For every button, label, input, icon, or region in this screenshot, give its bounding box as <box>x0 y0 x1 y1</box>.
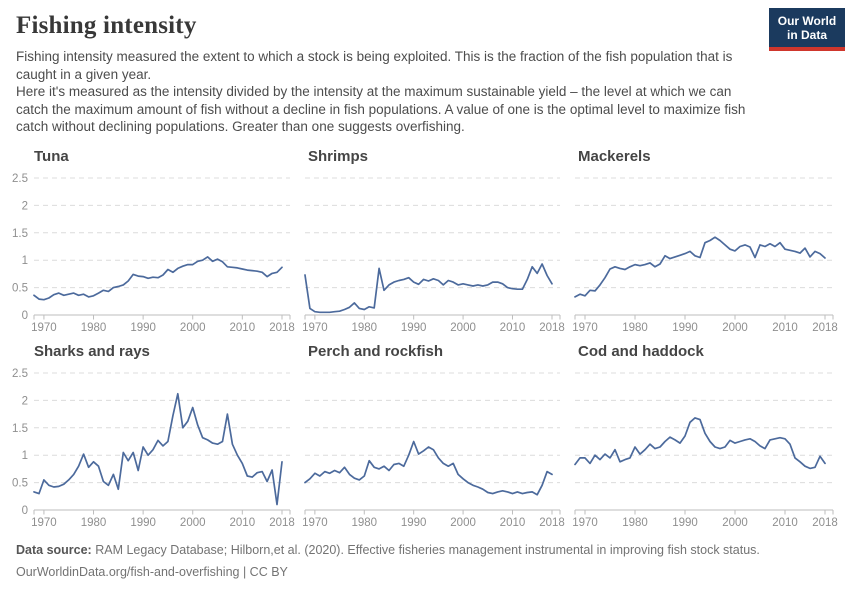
y-tick-label: 2 <box>22 200 28 212</box>
x-tick-label: 2018 <box>269 322 295 334</box>
chart-svg: 1970 1980 1990 2000 2010 2018 <box>302 372 565 529</box>
chart-svg: 1970 1980 1990 2000 2010 2018 0 0.5 1 1.5 2 2.5 <box>12 368 295 529</box>
x-tick-label: 2018 <box>269 517 295 529</box>
x-tick-label: 2018 <box>812 517 838 529</box>
chart-title: Perch and rockfish <box>308 342 444 360</box>
y-tick-label: 0.5 <box>12 478 28 490</box>
owid-logo[interactable]: Our World in Data <box>769 8 845 51</box>
x-tick-label: 1990 <box>672 517 698 529</box>
x-tick-label: 1990 <box>401 322 427 334</box>
chart-svg: 1970 1980 1990 2000 2010 2018 0 0.5 1 1.5 2 2.5 <box>12 173 295 334</box>
x-tick-label: 1970 <box>31 517 57 529</box>
chart-title: Sharks and rays <box>34 342 150 360</box>
y-tick-label: 0.5 <box>12 283 28 295</box>
chart-canvas-shrimps: 1970 1980 1990 2000 2010 2018 <box>302 171 565 334</box>
data-line <box>33 256 283 301</box>
x-tick-label: 2000 <box>180 322 206 334</box>
x-tick-label: 2010 <box>772 517 798 529</box>
x-tick-label: 1990 <box>672 322 698 334</box>
chart-title: Tuna <box>34 147 69 165</box>
page-title: Fishing intensity <box>16 12 197 39</box>
chart-mackerels: Mackerels 1970 1980 1990 2000 2010 2018 <box>572 147 838 334</box>
x-tick-label: 2000 <box>450 517 476 529</box>
header: Fishing intensity Fishing intensity meas… <box>0 0 850 136</box>
data-line <box>33 392 283 506</box>
chart-canvas-mackerels: 1970 1980 1990 2000 2010 2018 <box>572 171 838 334</box>
x-tick-label: 1990 <box>130 322 156 334</box>
chart-perch-and-rockfish: Perch and rockfish 1970 1980 1990 2000 2010 2… <box>302 342 565 529</box>
subtitle-line-1: Fishing intensity measured the extent to… <box>16 49 733 82</box>
x-tick-label: 1980 <box>81 322 107 334</box>
x-tick-label: 1970 <box>572 517 598 529</box>
x-tick-label: 2010 <box>772 322 798 334</box>
chart-svg: 1970 1980 1990 2000 2010 2018 <box>302 177 565 334</box>
url-license-line: OurWorldinData.org/fish-and-overfishing … <box>16 564 288 579</box>
y-tick-label: 1.5 <box>12 228 28 240</box>
x-tick-label: 1980 <box>622 517 648 529</box>
data-line <box>574 236 826 298</box>
y-tick-label: 1.5 <box>12 423 28 435</box>
x-tick-label: 1990 <box>401 517 427 529</box>
chart-canvas-cod-and-haddock: 1970 1980 1990 2000 2010 2018 <box>572 366 838 529</box>
chart-canvas-tuna: 1970 1980 1990 2000 2010 2018 0 0.5 1 1.5 2 2.5 <box>12 171 295 334</box>
x-tick-label: 2018 <box>539 517 565 529</box>
x-tick-label: 1980 <box>351 517 377 529</box>
data-line <box>304 440 553 496</box>
x-tick-label: 1980 <box>81 517 107 529</box>
x-tick-label: 2010 <box>500 517 526 529</box>
owid-logo-red-stripe <box>769 47 845 51</box>
chart-svg: 1970 1980 1990 2000 2010 2018 <box>572 372 838 529</box>
y-tick-label: 1 <box>22 255 28 267</box>
chart-canvas-sharks-and-rays: 1970 1980 1990 2000 2010 2018 0 0.5 1 1.5 2 2.5 <box>12 366 295 529</box>
y-tick-label: 2.5 <box>12 173 28 185</box>
x-tick-label: 1970 <box>302 322 328 334</box>
x-tick-label: 2000 <box>722 517 748 529</box>
x-tick-label: 1970 <box>302 517 328 529</box>
x-tick-label: 2010 <box>230 517 256 529</box>
data-source-label: Data source: <box>16 542 92 557</box>
data-source-line: Data source: RAM Legacy Database; Hilbor… <box>16 542 834 559</box>
owid-logo-box: Our World in Data <box>769 8 845 47</box>
chart-sharks-and-rays: Sharks and rays 1970 1980 1990 2000 2010 2018… <box>12 342 295 529</box>
y-tick-label: 0 <box>22 505 28 517</box>
data-line <box>304 263 553 314</box>
chart-tuna: Tuna 1970 1980 1990 2000 2010 2018 0 0.5 1 1.5 2 2.… <box>12 147 295 334</box>
chart-cod-and-haddock: Cod and haddock 1970 1980 1990 2000 2010 2018 <box>572 342 838 529</box>
subtitle-line-2: Here it's measured as the intensity divi… <box>16 84 746 135</box>
chart-canvas-perch-and-rockfish: 1970 1980 1990 2000 2010 2018 <box>302 366 565 529</box>
data-source-text: RAM Legacy Database; Hilborn,et al. (202… <box>91 542 760 557</box>
chart-title: Shrimps <box>308 147 369 165</box>
x-tick-label: 2010 <box>230 322 256 334</box>
y-tick-label: 1 <box>22 450 28 462</box>
owid-logo-line-1: Our World <box>777 13 837 28</box>
footer: Data source: RAM Legacy Database; Hilbor… <box>16 542 834 581</box>
chart-shrimps: Shrimps 1970 1980 1990 2000 2010 2018 <box>302 147 565 334</box>
x-tick-label: 1970 <box>572 322 598 334</box>
x-tick-label: 2010 <box>500 322 526 334</box>
x-tick-label: 2018 <box>812 322 838 334</box>
x-tick-label: 2000 <box>722 322 748 334</box>
small-multiples-grid: Tuna 1970 1980 1990 2000 2010 2018 0 0.5 1 1.5 2 2.… <box>12 147 850 529</box>
y-tick-label: 0 <box>22 310 28 322</box>
owid-logo-line-2: in Data <box>786 27 827 42</box>
x-tick-label: 1980 <box>622 322 648 334</box>
x-tick-label: 1990 <box>130 517 156 529</box>
x-tick-label: 1970 <box>31 322 57 334</box>
x-tick-label: 2018 <box>539 322 565 334</box>
x-tick-label: 1980 <box>351 322 377 334</box>
x-tick-label: 2000 <box>450 322 476 334</box>
data-line <box>574 417 826 470</box>
chart-title: Mackerels <box>578 147 651 165</box>
x-tick-label: 2000 <box>180 517 206 529</box>
chart-title: Cod and haddock <box>578 342 704 360</box>
chart-svg: 1970 1980 1990 2000 2010 2018 <box>572 177 838 334</box>
y-tick-label: 2.5 <box>12 368 28 380</box>
y-tick-label: 2 <box>22 395 28 407</box>
chart-subtitle: Fishing intensity measured the extent to… <box>16 48 751 136</box>
